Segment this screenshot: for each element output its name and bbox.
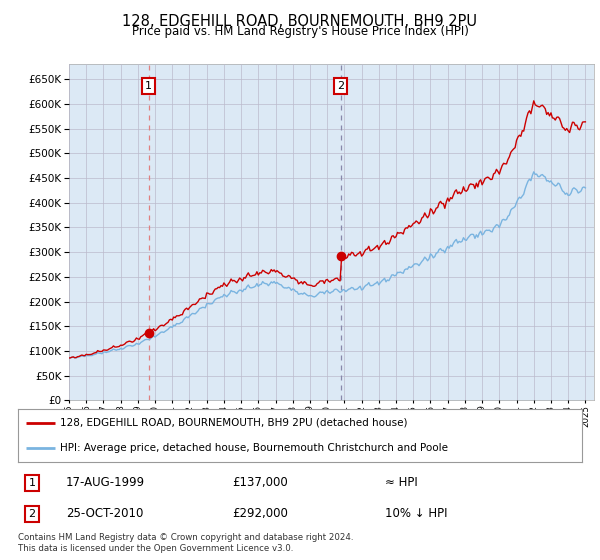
Text: 128, EDGEHILL ROAD, BOURNEMOUTH, BH9 2PU (detached house): 128, EDGEHILL ROAD, BOURNEMOUTH, BH9 2PU… [60,418,408,428]
Text: 128, EDGEHILL ROAD, BOURNEMOUTH, BH9 2PU: 128, EDGEHILL ROAD, BOURNEMOUTH, BH9 2PU [122,14,478,29]
Text: ≈ HPI: ≈ HPI [385,477,418,489]
Text: 17-AUG-1999: 17-AUG-1999 [66,477,145,489]
Text: 25-OCT-2010: 25-OCT-2010 [66,507,143,520]
Text: 1: 1 [145,81,152,91]
Text: 1: 1 [29,478,35,488]
Text: £137,000: £137,000 [232,477,288,489]
Text: Price paid vs. HM Land Registry's House Price Index (HPI): Price paid vs. HM Land Registry's House … [131,25,469,38]
Text: HPI: Average price, detached house, Bournemouth Christchurch and Poole: HPI: Average price, detached house, Bour… [60,443,448,453]
Text: 2: 2 [337,81,344,91]
Text: 10% ↓ HPI: 10% ↓ HPI [385,507,447,520]
Text: Contains HM Land Registry data © Crown copyright and database right 2024.
This d: Contains HM Land Registry data © Crown c… [18,533,353,553]
Text: 2: 2 [29,508,35,519]
Text: £292,000: £292,000 [232,507,288,520]
